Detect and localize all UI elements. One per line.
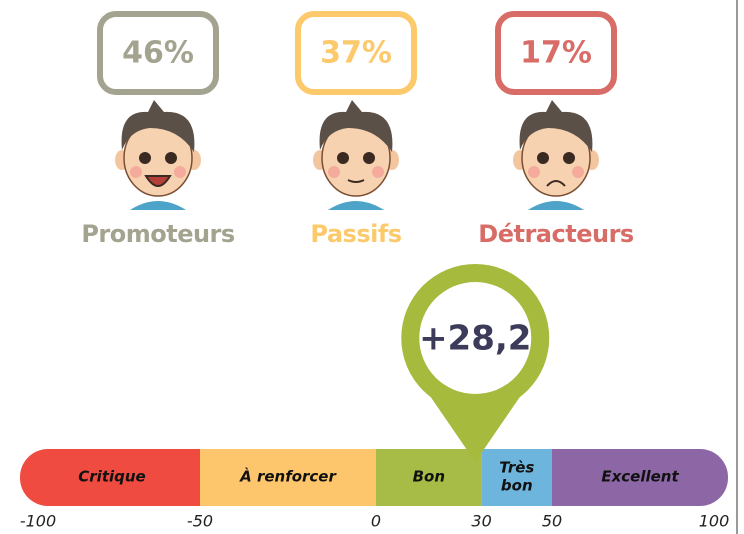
scale-segment <box>376 449 482 506</box>
scale-tick-label: 50 <box>542 512 562 531</box>
eye <box>537 152 549 164</box>
segment-label: Bon <box>413 468 445 486</box>
eye <box>337 152 349 164</box>
face-icon <box>313 100 399 210</box>
percent-box <box>295 11 417 95</box>
percent-label: 17% <box>520 36 592 71</box>
mouth <box>144 175 172 187</box>
segment-label: Très <box>499 459 534 477</box>
scale-tick-label: -100 <box>20 512 56 531</box>
shirt <box>130 201 186 210</box>
percent-box <box>495 11 617 95</box>
group-name: Détracteurs <box>478 220 634 248</box>
segment-label: Excellent <box>601 468 679 486</box>
shirt <box>328 201 384 210</box>
eye <box>363 152 375 164</box>
scale-segment <box>481 449 552 506</box>
scale-segment <box>200 449 376 506</box>
score-label: +28,2 <box>419 319 531 359</box>
hair <box>519 100 593 152</box>
scale-tick-label: 30 <box>471 512 491 531</box>
face-icon <box>115 100 201 210</box>
face-icon <box>513 100 599 210</box>
eye <box>139 152 151 164</box>
mouth <box>347 179 365 183</box>
percent-box <box>97 11 219 95</box>
mouth <box>546 180 566 187</box>
cheek <box>528 166 540 178</box>
eye <box>563 152 575 164</box>
cheek <box>328 166 340 178</box>
scale-tick-label: -50 <box>187 512 213 531</box>
pin-inner <box>419 282 532 394</box>
eye <box>165 152 177 164</box>
group-name: Passifs <box>310 220 401 248</box>
segment-label: À renforcer <box>239 467 337 486</box>
cheek <box>372 166 384 178</box>
scale-segment <box>552 449 728 506</box>
percent-label: 37% <box>320 36 392 71</box>
pin-shape <box>427 392 524 462</box>
hair <box>319 100 393 152</box>
segment-label: bon <box>501 477 533 495</box>
group-name: Promoteurs <box>81 220 235 248</box>
cheek <box>572 166 584 178</box>
scale-segment <box>20 449 200 506</box>
scale-tick-label: 0 <box>371 512 381 531</box>
percent-label: 46% <box>122 36 194 71</box>
score-pin <box>401 264 550 462</box>
cheek <box>174 166 186 178</box>
scale-tick-label: 100 <box>699 512 730 531</box>
cheek <box>130 166 142 178</box>
hair <box>121 100 195 152</box>
scale-bar <box>20 449 728 506</box>
shirt <box>528 201 584 210</box>
segment-label: Critique <box>78 468 145 486</box>
